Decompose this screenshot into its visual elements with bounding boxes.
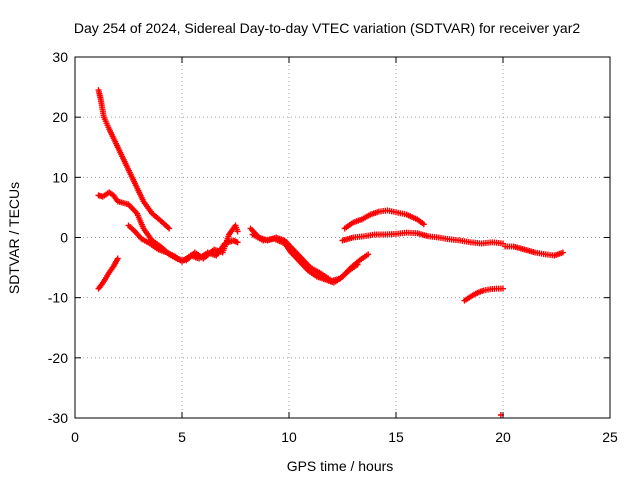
axis-ticks: 0 5 10 15 20 25 -30 -20 -10 0 10 20 30 bbox=[48, 49, 618, 445]
data-point-marker bbox=[166, 225, 173, 232]
data-point-marker bbox=[500, 240, 506, 247]
y-tick-label: 20 bbox=[52, 109, 68, 125]
x-tick-label: 25 bbox=[602, 429, 618, 445]
x-axis-label: GPS time / hours bbox=[287, 458, 394, 474]
y-tick-label: 30 bbox=[52, 49, 68, 65]
series-arc-4 bbox=[125, 222, 241, 265]
series-arc-8 bbox=[339, 229, 506, 247]
data-point-marker bbox=[500, 285, 506, 292]
series-arc-2 bbox=[95, 255, 121, 292]
data-point-marker bbox=[559, 249, 566, 256]
x-tick-label: 5 bbox=[178, 429, 186, 445]
x-tick-label: 0 bbox=[71, 429, 79, 445]
series-arc-10 bbox=[461, 285, 506, 304]
y-tick-label: 0 bbox=[60, 230, 68, 246]
series-arc-1 bbox=[95, 87, 173, 232]
x-tick-label: 20 bbox=[495, 429, 511, 445]
x-tick-label: 10 bbox=[281, 429, 297, 445]
y-tick-label: -30 bbox=[48, 410, 68, 426]
y-axis-label: SDTVAR / TECUs bbox=[6, 182, 22, 294]
series-arc-6 bbox=[249, 231, 372, 286]
grid bbox=[75, 57, 610, 418]
series-arc-9 bbox=[502, 243, 566, 259]
y-tick-label: -10 bbox=[48, 290, 68, 306]
y-tick-label: 10 bbox=[52, 169, 68, 185]
series-arc-7 bbox=[341, 207, 427, 232]
data-point-marker bbox=[365, 251, 372, 258]
data-points bbox=[95, 87, 566, 418]
y-tick-label: -20 bbox=[48, 350, 68, 366]
chart-title: Day 254 of 2024, Sidereal Day-to-day VTE… bbox=[74, 20, 580, 36]
x-tick-label: 15 bbox=[388, 429, 404, 445]
data-point-marker bbox=[114, 255, 121, 262]
data-point-marker bbox=[420, 221, 427, 228]
data-point-marker bbox=[234, 228, 241, 235]
data-point-marker bbox=[234, 239, 241, 246]
